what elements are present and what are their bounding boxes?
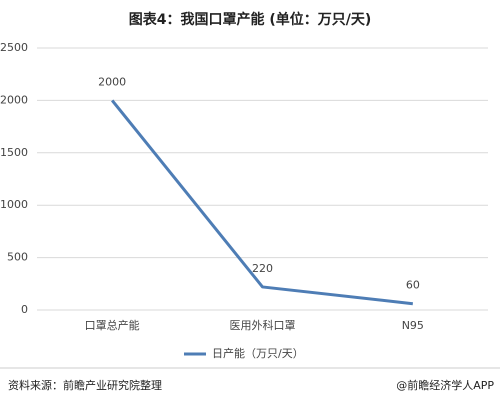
x-tick-label: N95 xyxy=(402,319,424,332)
y-tick-label: 2000 xyxy=(0,93,28,106)
chart-title: 图表4：我国口罩产能 (单位：万只/天) xyxy=(129,11,372,28)
credit: @前瞻经济学人APP xyxy=(396,378,494,392)
legend-label: 日产能（万只/天） xyxy=(212,346,304,360)
line xyxy=(110,99,413,306)
y-tick-label: 0 xyxy=(21,303,28,316)
data-label: 2000 xyxy=(98,75,126,88)
source: 资料来源：前瞻产业研究院整理 xyxy=(8,378,162,392)
y-tick-label: 500 xyxy=(7,251,28,264)
y-tick-label: 1500 xyxy=(0,146,28,159)
data-label: 60 xyxy=(406,279,420,292)
y-tick-label: 2500 xyxy=(0,41,28,54)
data-label: 220 xyxy=(252,262,273,275)
y-tick-label: 1000 xyxy=(0,198,28,211)
x-tick-label: 医用外科口罩 xyxy=(230,318,296,332)
x-tick-label: 口罩总产能 xyxy=(85,318,140,332)
